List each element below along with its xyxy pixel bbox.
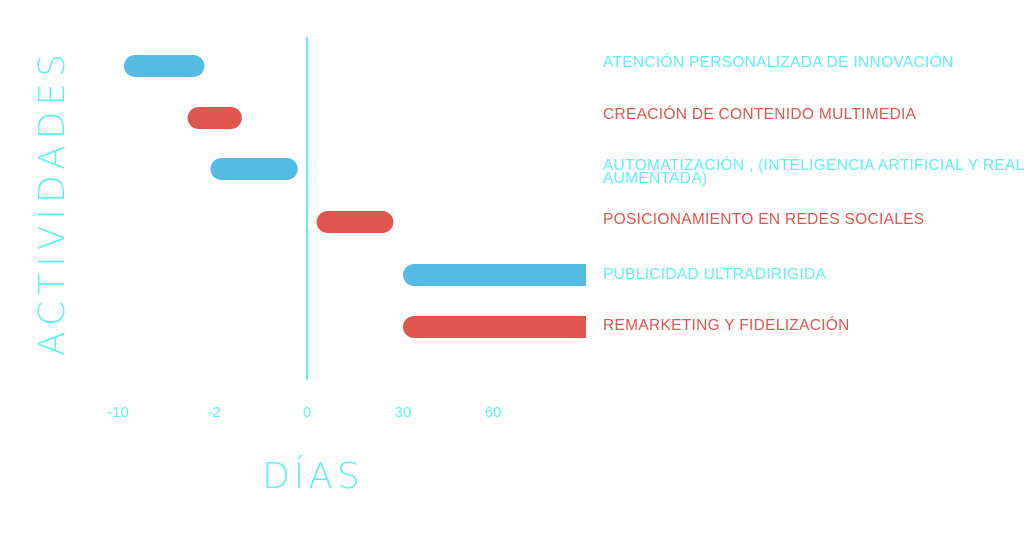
- x-tick-label: 30: [395, 404, 412, 421]
- bar-6: [403, 316, 586, 338]
- category-label-3: AUTOMATIZACIÓN , (INTELIGENCIA ARTIFICIA…: [603, 157, 1024, 187]
- category-label-2: CREACIÓN DE CONTENIDO MULTIMEDIA: [603, 106, 917, 123]
- x-tick-label: -10: [107, 404, 129, 421]
- bar-5: [403, 264, 586, 286]
- bar-2: [187, 107, 242, 129]
- category-label-5: PUBLICIDAD ULTRADIRIGIDA: [603, 266, 826, 283]
- x-tick-label: 60: [485, 404, 502, 421]
- x-tick-label: 0: [303, 404, 311, 421]
- x-ticks-group: -10 -2 0 30 60: [107, 404, 501, 421]
- bar-1: [124, 55, 205, 77]
- category-label-6: REMARKETING Y FIDELIZACIÓN: [603, 317, 850, 334]
- category-label-4: POSICIONAMIENTO EN REDES SOCIALES: [603, 211, 924, 228]
- category-label-1: ATENCIÓN PERSONALIZADA DE INNOVACIÓN: [603, 54, 953, 71]
- x-axis-label: DÍAS: [262, 455, 364, 497]
- bar-4: [316, 211, 394, 233]
- bars-group: [124, 55, 586, 338]
- category-labels-group: ATENCIÓN PERSONALIZADA DE INNOVACIÓN CREA…: [603, 54, 1024, 334]
- x-tick-label: -2: [207, 404, 220, 421]
- y-axis-label: ACTIVIDADES: [32, 48, 73, 356]
- bar-3: [210, 158, 298, 180]
